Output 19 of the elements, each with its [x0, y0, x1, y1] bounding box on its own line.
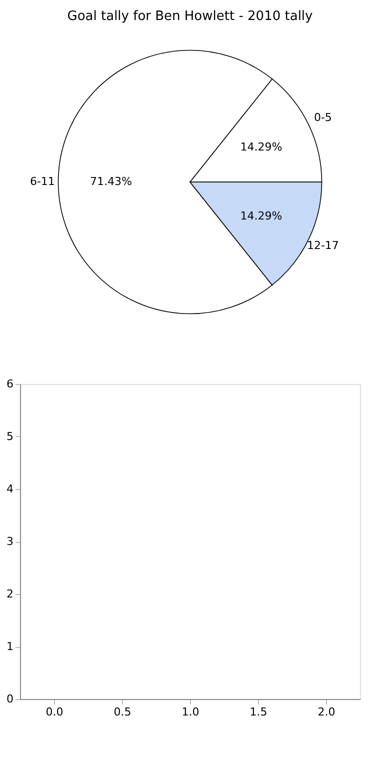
y-tick-label: 3	[6, 535, 14, 548]
y-tick-label: 0	[6, 692, 14, 706]
x-tick-label: 1.0	[182, 706, 200, 718]
y-tick-label: 6	[6, 378, 14, 390]
slice-label: 0-5	[314, 110, 332, 124]
x-tick-label: 2.0	[318, 706, 336, 718]
x-tick-label: 1.5	[250, 706, 268, 718]
y-tick-label: 2	[6, 588, 14, 600]
slice-label: 12-17	[306, 239, 339, 252]
data-label: 14.29%	[240, 209, 282, 222]
data-label: 14.29%	[240, 140, 282, 154]
x-tick-label: 0.5	[114, 706, 132, 718]
data-label: 71.43%	[90, 175, 132, 188]
chart-title: Goal tally for Ben Howlett - 2010 tally	[67, 9, 314, 24]
y-tick-label: 5	[6, 430, 14, 443]
y-tick-label: 1	[6, 640, 14, 653]
slice-label: 6-11	[30, 175, 55, 188]
x-tick-label: 0.0	[46, 706, 64, 718]
y-tick-label: 4	[6, 482, 14, 496]
